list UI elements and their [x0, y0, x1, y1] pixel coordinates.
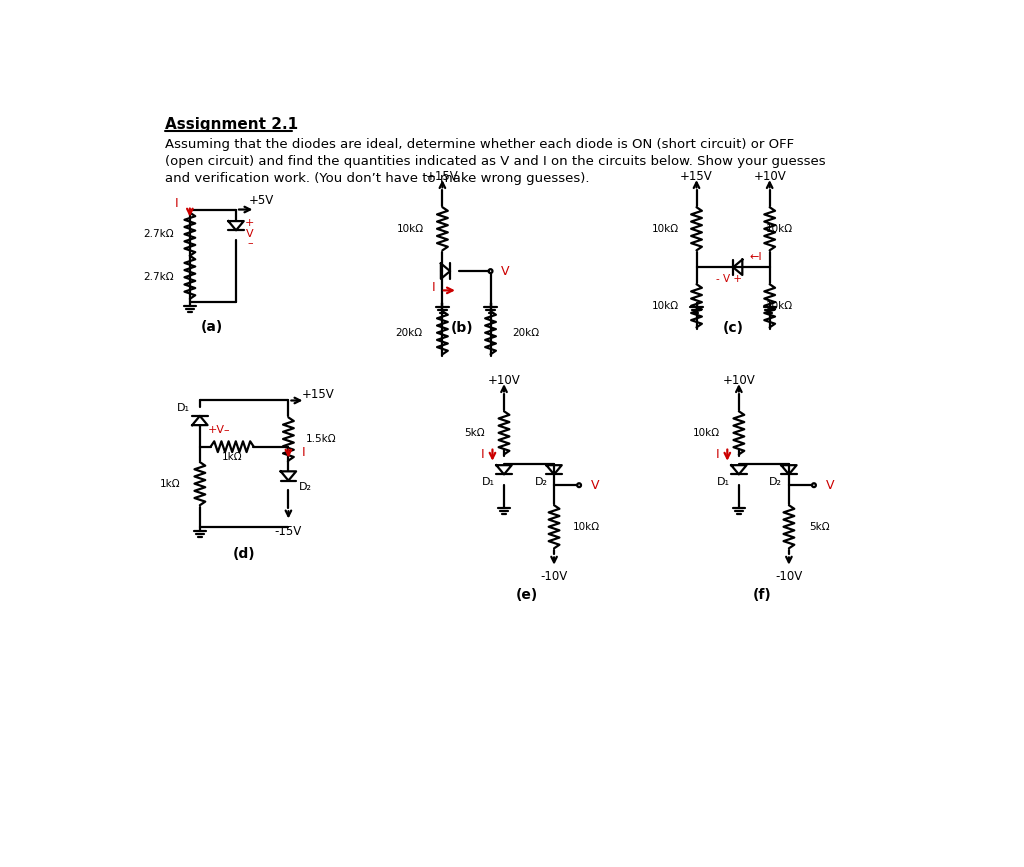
Text: I: I	[431, 281, 435, 294]
Text: 1.5kΩ: 1.5kΩ	[305, 434, 336, 444]
Text: +15V: +15V	[301, 388, 334, 401]
Text: D₂: D₂	[769, 477, 782, 487]
Text: 10kΩ: 10kΩ	[652, 224, 679, 234]
Text: ←I: ←I	[750, 252, 763, 263]
Text: 10kΩ: 10kΩ	[765, 301, 793, 310]
Text: I: I	[175, 197, 178, 210]
Text: +15V: +15V	[426, 170, 459, 183]
Text: 10kΩ: 10kΩ	[652, 301, 679, 310]
Text: V: V	[246, 229, 254, 239]
Text: 2.7kΩ: 2.7kΩ	[143, 229, 174, 239]
Text: I: I	[480, 448, 484, 461]
Text: 1kΩ: 1kΩ	[222, 453, 243, 462]
Text: (c): (c)	[723, 321, 743, 336]
Text: D₂: D₂	[535, 477, 548, 487]
Text: V: V	[591, 479, 599, 492]
Text: (a): (a)	[201, 320, 222, 334]
Text: D₁: D₁	[482, 477, 496, 487]
Text: (f): (f)	[753, 588, 771, 602]
Text: Assuming that the diodes are ideal, determine whether each diode is ON (short ci: Assuming that the diodes are ideal, dete…	[165, 139, 795, 152]
Text: 5kΩ: 5kΩ	[465, 427, 485, 438]
Text: V: V	[502, 264, 510, 277]
Text: 10kΩ: 10kΩ	[693, 427, 720, 438]
Text: +5V: +5V	[249, 194, 274, 207]
Text: -15V: -15V	[274, 525, 302, 538]
Text: I: I	[716, 448, 719, 461]
Text: - V +: - V +	[716, 274, 742, 284]
Text: +10V: +10V	[723, 374, 756, 387]
Text: D₁: D₁	[717, 477, 730, 487]
Text: +10V: +10V	[487, 374, 520, 387]
Text: +: +	[245, 218, 255, 228]
Text: 5kΩ: 5kΩ	[809, 522, 830, 531]
Text: 2.7kΩ: 2.7kΩ	[143, 272, 174, 283]
Text: Assignment 2.1: Assignment 2.1	[165, 117, 298, 133]
Text: 10kΩ: 10kΩ	[765, 224, 793, 234]
Text: and verification work. (You don’t have to make wrong guesses).: and verification work. (You don’t have t…	[165, 173, 590, 186]
Text: V: V	[825, 479, 834, 492]
Text: +V–: +V–	[208, 425, 230, 434]
Text: -10V: -10V	[775, 570, 803, 583]
Text: -10V: -10V	[541, 570, 567, 583]
Text: (e): (e)	[516, 588, 539, 602]
Text: (b): (b)	[451, 321, 473, 336]
Text: (open circuit) and find the quantities indicated as V and I on the circuits belo: (open circuit) and find the quantities i…	[165, 155, 825, 168]
Text: 10kΩ: 10kΩ	[396, 224, 424, 234]
Text: 20kΩ: 20kΩ	[512, 328, 539, 338]
Text: –: –	[247, 238, 253, 249]
Text: D₁: D₁	[176, 403, 189, 414]
Text: 10kΩ: 10kΩ	[572, 522, 600, 531]
Text: 1kΩ: 1kΩ	[161, 479, 181, 489]
Text: +10V: +10V	[754, 170, 786, 183]
Text: I: I	[302, 447, 305, 460]
Text: 20kΩ: 20kΩ	[395, 328, 422, 338]
Text: (d): (d)	[232, 547, 255, 561]
Text: +15V: +15V	[680, 170, 713, 183]
Text: D₂: D₂	[299, 482, 312, 492]
